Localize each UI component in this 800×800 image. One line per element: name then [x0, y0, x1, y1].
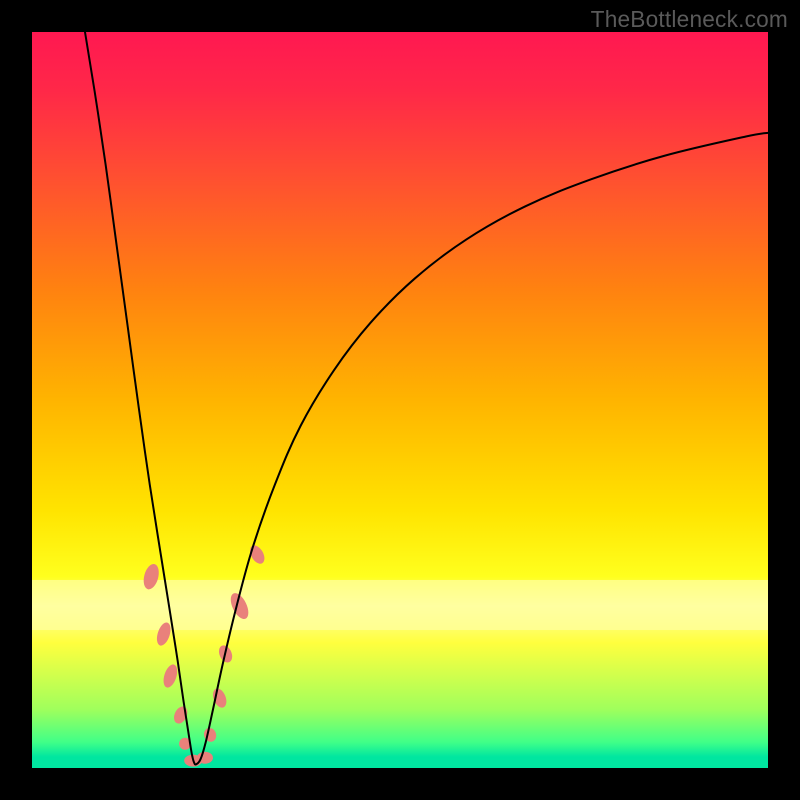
chart-frame: TheBottleneck.com — [0, 0, 800, 800]
watermark-label: TheBottleneck.com — [591, 6, 788, 33]
plot-area — [32, 32, 768, 768]
highlight-band — [32, 580, 768, 630]
gradient-background — [32, 32, 768, 768]
